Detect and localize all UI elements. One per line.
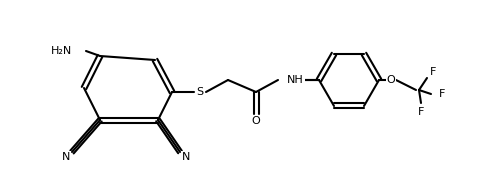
Text: O: O — [252, 116, 260, 126]
Text: S: S — [196, 87, 203, 97]
Text: N: N — [182, 152, 190, 162]
Text: F: F — [418, 107, 424, 117]
Text: N: N — [62, 152, 70, 162]
Text: H₂N: H₂N — [51, 46, 72, 56]
Text: O: O — [386, 75, 396, 85]
Text: F: F — [430, 67, 436, 77]
Text: F: F — [439, 89, 445, 99]
Text: NH: NH — [287, 75, 304, 85]
